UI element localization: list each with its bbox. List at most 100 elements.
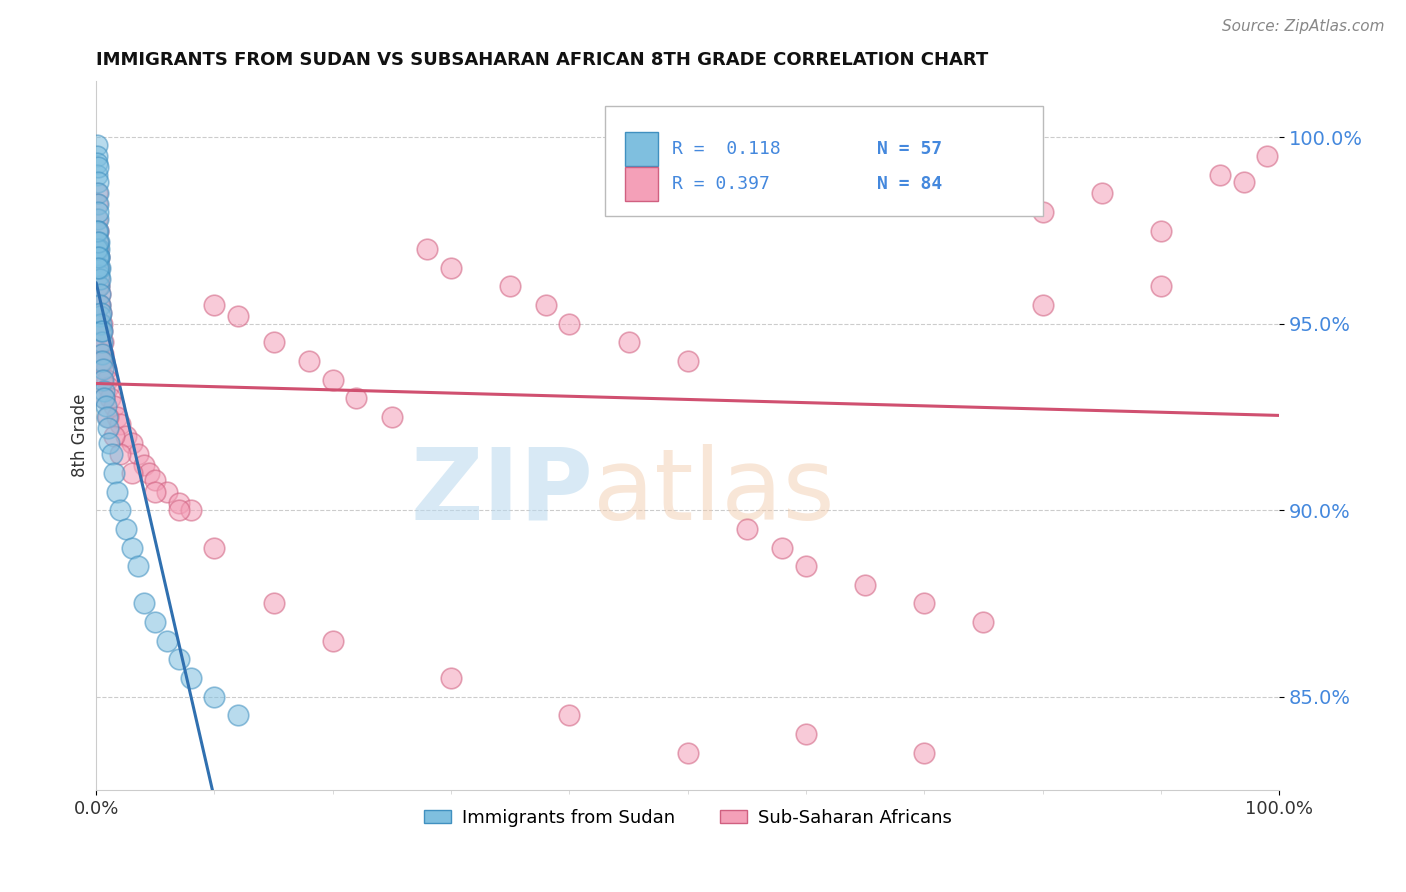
Point (90, 317, 112, 331)
Point (91, 324, 114, 338)
Point (132, 597, 155, 611)
Point (972, 615, 994, 629)
Point (87, 235, 110, 249)
Point (86, 175, 108, 189)
Point (87, 250, 110, 264)
Point (89, 335, 111, 350)
Point (89, 250, 111, 264)
Point (86, 212, 108, 227)
Point (167, 652, 190, 666)
Text: ZIP: ZIP (411, 444, 593, 541)
Point (558, 317, 581, 331)
Point (1091, 186, 1114, 201)
Point (322, 373, 344, 387)
Point (107, 484, 129, 499)
Point (86, 235, 108, 249)
Point (87, 279, 110, 293)
Point (143, 615, 166, 629)
Point (1209, 168, 1232, 182)
Point (167, 496, 190, 510)
Point (86, 156, 108, 170)
Text: N = 57: N = 57 (877, 140, 942, 158)
Point (87, 260, 110, 275)
Point (89, 260, 111, 275)
Point (770, 541, 793, 555)
Text: Source: ZipAtlas.com: Source: ZipAtlas.com (1222, 20, 1385, 34)
Point (121, 466, 143, 480)
Point (1256, 149, 1278, 163)
Point (107, 409, 129, 424)
Point (91, 373, 114, 387)
Point (100, 392, 122, 406)
Point (1233, 175, 1256, 189)
Point (167, 503, 190, 517)
Point (103, 399, 125, 413)
Point (912, 746, 935, 760)
Point (86, 197, 108, 211)
Point (676, 354, 699, 368)
Point (499, 279, 522, 293)
Point (89, 317, 111, 331)
Point (89, 287, 111, 301)
Point (87, 298, 110, 312)
Point (90, 346, 112, 360)
Point (87, 242, 110, 256)
Point (90, 335, 112, 350)
Point (1032, 298, 1054, 312)
Text: R =  0.118: R = 0.118 (672, 140, 782, 158)
Point (86, 242, 108, 256)
Point (440, 671, 463, 685)
Point (89, 287, 111, 301)
Point (132, 458, 155, 473)
Point (156, 633, 179, 648)
Point (100, 447, 122, 461)
Point (534, 298, 557, 312)
Point (794, 559, 817, 574)
Point (108, 503, 131, 517)
Point (93, 392, 115, 406)
Point (138, 466, 160, 480)
Point (1150, 279, 1173, 293)
Point (87, 197, 110, 211)
Legend: Immigrants from Sudan, Sub-Saharan Africans: Immigrants from Sudan, Sub-Saharan Afric… (416, 802, 959, 834)
Point (86, 223, 108, 237)
Point (143, 474, 166, 488)
Point (114, 428, 136, 442)
Point (416, 242, 439, 256)
Point (90, 305, 112, 319)
Point (93, 384, 115, 398)
Point (121, 541, 143, 555)
Point (91, 324, 114, 338)
Point (89, 298, 111, 312)
Point (87, 250, 110, 264)
Point (89, 310, 111, 324)
Point (97, 380, 120, 394)
Point (94, 399, 117, 413)
Point (87, 260, 110, 275)
Point (98, 436, 121, 450)
Point (298, 354, 321, 368)
Bar (626, 132, 658, 166)
Point (86, 137, 108, 152)
Point (87, 242, 110, 256)
Point (90, 305, 112, 319)
Point (89, 272, 111, 286)
Point (91, 346, 114, 360)
Point (87, 223, 110, 237)
FancyBboxPatch shape (605, 106, 1043, 216)
Point (226, 708, 249, 723)
Point (143, 484, 166, 499)
Point (86, 186, 108, 201)
Point (90, 324, 112, 338)
Bar (626, 167, 658, 201)
Point (108, 447, 131, 461)
Point (91, 373, 114, 387)
Point (93, 354, 115, 368)
Point (103, 466, 125, 480)
Point (204, 541, 226, 555)
Text: IMMIGRANTS FROM SUDAN VS SUBSAHARAN AFRICAN 8TH GRADE CORRELATION CHART: IMMIGRANTS FROM SUDAN VS SUBSAHARAN AFRI… (96, 51, 988, 69)
Point (735, 522, 758, 536)
Point (180, 503, 202, 517)
Point (96, 409, 118, 424)
Point (87, 250, 110, 264)
